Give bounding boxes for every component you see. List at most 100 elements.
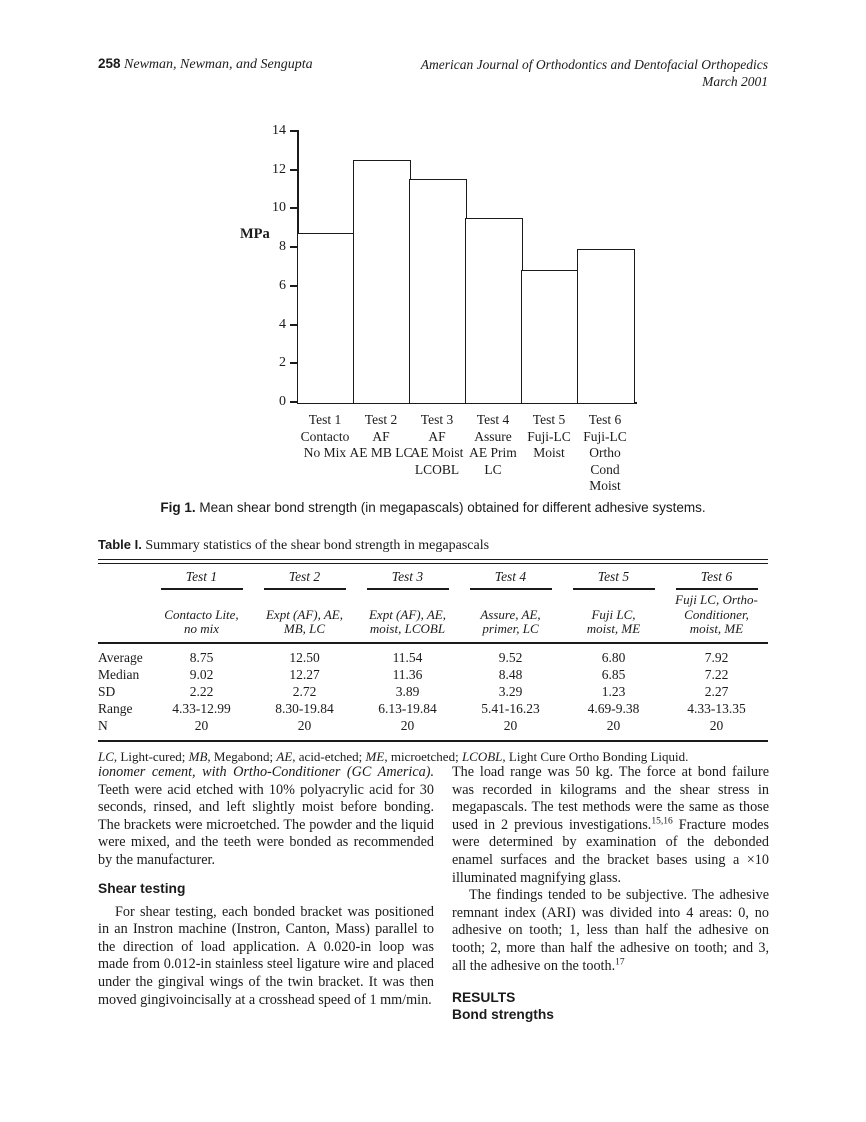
table-row: SD 2.22 2.72 3.89 3.29 1.23 2.27 — [98, 683, 768, 700]
footnote-abbreviation: LCOBL — [461, 748, 503, 764]
x-category-label: Test 1 Contacto No Mix — [300, 412, 350, 460]
table-cell: 4.69-9.38 — [587, 700, 640, 716]
table-cell: 7.92 — [704, 649, 729, 665]
column-header-label: Test 6 — [700, 569, 733, 584]
table-spacer — [98, 564, 150, 590]
table-footnote: LC, Light-cured; MB, Megabond; AE, acid-… — [98, 749, 768, 765]
table-row: Average 8.75 12.50 11.54 9.52 6.80 7.92 — [98, 649, 768, 666]
y-tick-label: 4 — [279, 316, 286, 332]
table-row: Median 9.02 12.27 11.36 8.48 6.85 7.22 — [98, 666, 768, 683]
row-label: Median — [98, 666, 140, 682]
table-cell: 2.72 — [292, 683, 317, 699]
body-column-right: The load range was 50 kg. The force at b… — [452, 764, 769, 1023]
footnote-abbreviation: AE — [276, 748, 293, 764]
paragraph: For shear testing, each bonded bracket w… — [98, 903, 434, 1008]
table-cell: 2.22 — [189, 683, 214, 699]
bar-test-4 — [465, 217, 523, 404]
table-mid-rule — [98, 641, 768, 644]
table-cell: 9.52 — [498, 649, 523, 665]
table-cell: 7.22 — [704, 666, 729, 682]
table-cell: 20 — [503, 717, 518, 733]
footnote-abbreviation: LC — [98, 748, 114, 764]
table-cell: 20 — [606, 717, 621, 733]
running-authors: Newman, Newman, and Sengupta — [124, 57, 313, 72]
figure-caption-text: Mean shear bond strength (in megapascals… — [199, 500, 706, 515]
table-cell: 3.89 — [395, 683, 420, 699]
table-body: Average 8.75 12.50 11.54 9.52 6.80 7.92 Median 9… — [98, 644, 768, 740]
running-header: 258 Newman, Newman, and Sengupta America… — [98, 56, 768, 90]
column-subheader: Assure, AE, primer, LC — [480, 606, 541, 636]
column-header-underline — [469, 588, 552, 590]
table-row: Range 4.33-12.99 8.30-19.84 6.13-19.84 5.41-… — [98, 700, 768, 717]
column-subheader: Fuji LC, Ortho- Conditioner, moist, ME — [675, 592, 758, 636]
footnote-text: , Megabond; — [207, 748, 277, 764]
paragraph-roman-run: Teeth were acid etched with 10% polyacry… — [98, 781, 434, 868]
x-category-label: Test 5 Fuji-LC Moist — [527, 412, 571, 460]
table-column-header: Test 3 — [356, 564, 459, 590]
bar-chart: MPa 0 2 4 6 8 10 12 14 Test 1 Contacto No Mix Te… — [228, 124, 660, 498]
y-tick-label: 10 — [272, 200, 286, 216]
x-category-label: Test 6 Fuji-LC Ortho Cond Moist — [583, 412, 627, 493]
paragraph-run: Fracture modes were determined by examin… — [452, 816, 769, 886]
column-subheader: Fuji LC, moist, ME — [586, 606, 641, 636]
table-cell: 11.36 — [392, 666, 423, 682]
table-subheader-row: Contacto Lite, no mix Expt (AF), AE, MB, … — [98, 592, 768, 637]
table-cell: 4.33-12.99 — [172, 700, 231, 716]
y-tick — [290, 246, 298, 249]
table-title-text: Summary statistics of the shear bond str… — [141, 538, 490, 553]
row-label: SD — [98, 683, 116, 699]
y-tick-label: 0 — [279, 394, 286, 409]
footnote-text: , Light-cured; — [113, 748, 189, 764]
column-header-label: Test 5 — [597, 569, 630, 584]
table-cell: 12.50 — [289, 649, 320, 665]
figure-caption: Fig 1. Mean shear bond strength (in mega… — [0, 500, 866, 515]
column-subheader: Expt (AF), AE, moist, LCOBL — [368, 606, 446, 636]
y-tick — [290, 401, 298, 403]
column-header-underline — [160, 588, 243, 590]
footnote-abbreviation: MB — [188, 748, 208, 764]
table-cell: 5.41-16.23 — [481, 700, 540, 716]
y-tick-label: 6 — [279, 277, 286, 293]
table-cell: 20 — [709, 717, 724, 733]
table-cell: 9.02 — [189, 666, 214, 682]
table-cell: 12.27 — [289, 666, 320, 682]
reference-superscript: 15,16 — [651, 816, 673, 827]
figure-label: Fig 1. — [160, 500, 196, 515]
paragraph: The load range was 50 kg. The force at b… — [452, 764, 769, 887]
column-header-underline — [263, 588, 346, 590]
paragraph-italic-run: ionomer cement, with Ortho-Conditioner (… — [98, 764, 434, 780]
y-tick-label: 8 — [279, 239, 286, 255]
paragraph: ionomer cement, with Ortho-Conditioner (… — [98, 764, 434, 870]
table-cell: 8.48 — [498, 666, 523, 682]
column-header-underline — [675, 588, 758, 590]
table-cell: 8.30-19.84 — [275, 700, 334, 716]
table-cell: 6.13-19.84 — [378, 700, 437, 716]
section-heading-shear-testing: Shear testing — [98, 880, 186, 896]
y-tick — [290, 168, 298, 171]
y-axis-label: MPa — [240, 226, 270, 242]
footnote-text: , acid-etched; — [292, 748, 366, 764]
x-category-label: Test 3 AF AE Moist LCOBL — [410, 412, 464, 477]
bar-test-1 — [297, 232, 355, 404]
row-label: N — [98, 717, 108, 733]
table-cell: 8.75 — [189, 649, 214, 665]
journal-title: American Journal of Orthodontics and Den… — [420, 57, 768, 72]
column-header-underline — [366, 588, 449, 590]
results-heading: RESULTS — [452, 990, 516, 1006]
body-column-left: ionomer cement, with Ortho-Conditioner (… — [98, 764, 434, 1009]
table-column-header: Test 1 — [150, 564, 253, 590]
column-header-underline — [572, 588, 655, 590]
table-column-header: Test 6 — [665, 564, 768, 590]
table-header-row: Test 1 Test 2 Test 3 Test 4 Test 5 Test 6 — [98, 564, 768, 590]
paragraph-run: The findings tended to be subjective. Th… — [452, 887, 769, 974]
table-cell: 6.85 — [601, 666, 626, 682]
bar-test-6 — [577, 248, 635, 404]
table-cell: 1.23 — [601, 683, 626, 699]
y-tick — [290, 284, 298, 287]
table-cell: 6.80 — [601, 649, 626, 665]
column-header-label: Test 4 — [494, 569, 527, 584]
section-heading-results: RESULTS Bond strengths — [452, 989, 769, 1023]
issue-date: March 2001 — [702, 74, 768, 89]
footnote-abbreviation: ME — [365, 748, 385, 764]
running-header-right: American Journal of Orthodontics and Den… — [421, 56, 768, 90]
